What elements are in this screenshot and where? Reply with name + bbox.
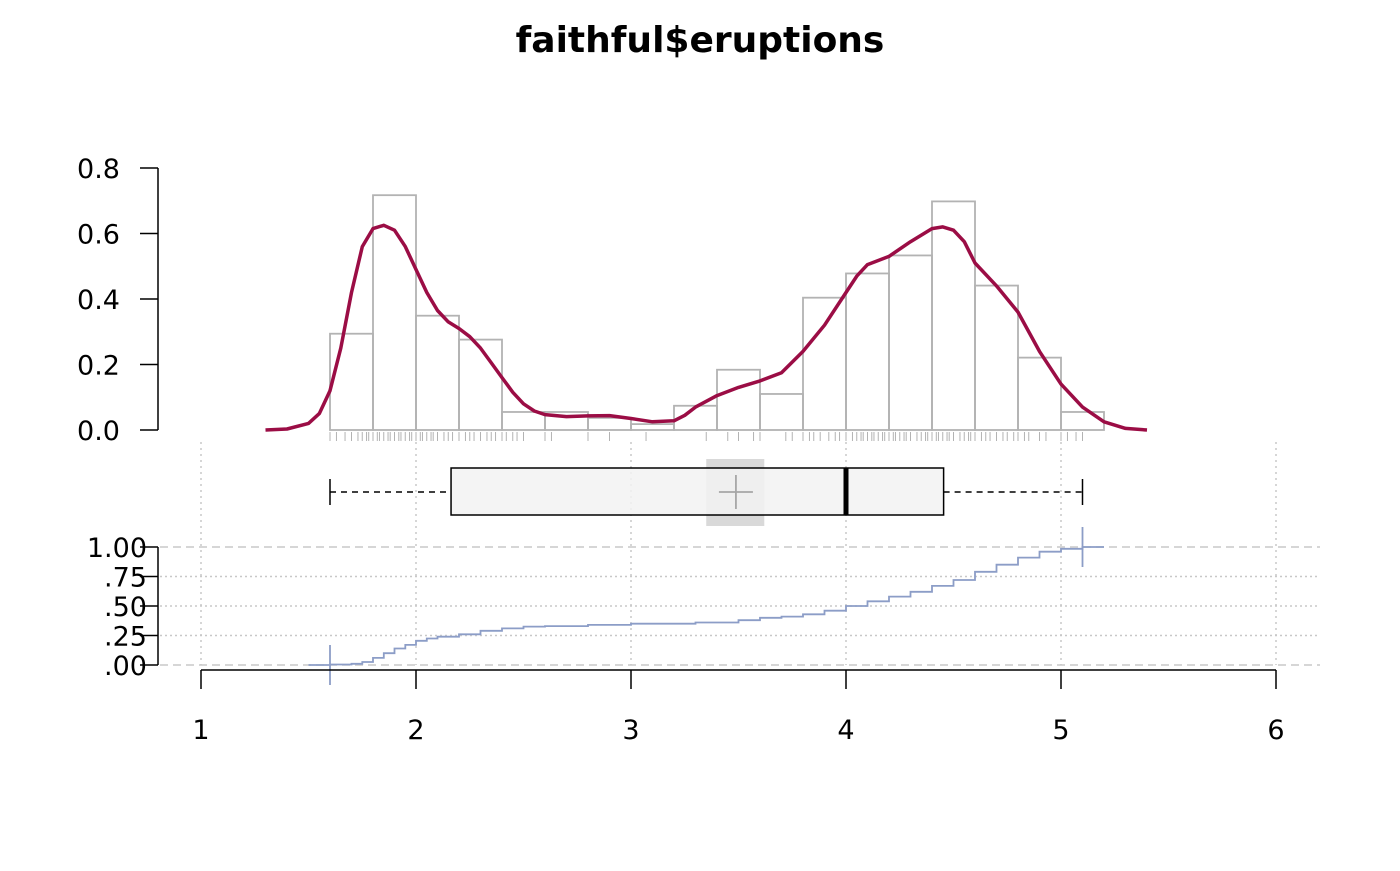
histogram-bar bbox=[888, 254, 933, 431]
histogram-bar bbox=[501, 411, 546, 431]
ecdf-y-tick-label: .50 bbox=[104, 592, 147, 623]
density-y-tick-label: 0.4 bbox=[77, 285, 120, 316]
x-tick-label: 4 bbox=[837, 715, 854, 746]
density-y-tick-label: 0.0 bbox=[77, 416, 120, 447]
ecdf-y-tick-label: .00 bbox=[104, 651, 147, 682]
ecdf-y-axis: .00.25.50.751.00 bbox=[87, 533, 159, 682]
density-y-axis: 0.0 0.2 0.4 0.6 0.8 bbox=[77, 154, 159, 447]
histogram-bar bbox=[802, 296, 847, 431]
histogram-bar bbox=[759, 393, 804, 431]
boxplot bbox=[329, 459, 1084, 526]
x-tick-label: 2 bbox=[407, 715, 424, 746]
histogram-bar bbox=[974, 284, 1019, 431]
histogram-bar bbox=[845, 272, 890, 431]
histogram-bar bbox=[587, 416, 632, 431]
histogram-bar bbox=[1060, 411, 1105, 431]
histogram-bar bbox=[415, 314, 460, 431]
x-tick-label: 3 bbox=[622, 715, 639, 746]
x-tick-label: 5 bbox=[1052, 715, 1069, 746]
interquartile-box bbox=[450, 467, 945, 516]
ecdf-line bbox=[308, 546, 1104, 666]
histogram-bar bbox=[716, 368, 761, 431]
chart-title: faithful$eruptions bbox=[516, 20, 885, 61]
rug-ticks bbox=[329, 432, 1083, 441]
histogram-bar bbox=[630, 423, 675, 431]
ecdf-y-tick-label: .25 bbox=[104, 622, 147, 653]
histogram-bar bbox=[329, 332, 374, 431]
ecdf-y-tick-label: 1.00 bbox=[87, 533, 147, 564]
histogram-bar bbox=[931, 200, 976, 431]
x-axis: 1 2 3 4 5 6 bbox=[192, 669, 1285, 746]
ecdf-plot bbox=[308, 527, 1104, 685]
histogram-bar bbox=[458, 338, 503, 431]
density-curve-group bbox=[265, 223, 1148, 432]
x-tick-label: 1 bbox=[192, 715, 209, 746]
x-tick-label: 6 bbox=[1267, 715, 1284, 746]
ecdf-y-tick-label: .75 bbox=[104, 563, 147, 594]
density-y-tick-label: 0.8 bbox=[77, 154, 120, 185]
density-y-tick-label: 0.2 bbox=[77, 351, 120, 382]
density-y-tick-label: 0.6 bbox=[77, 220, 120, 251]
density-curve bbox=[265, 223, 1148, 432]
histogram-bar bbox=[1017, 356, 1062, 431]
histogram-bar bbox=[372, 194, 417, 431]
